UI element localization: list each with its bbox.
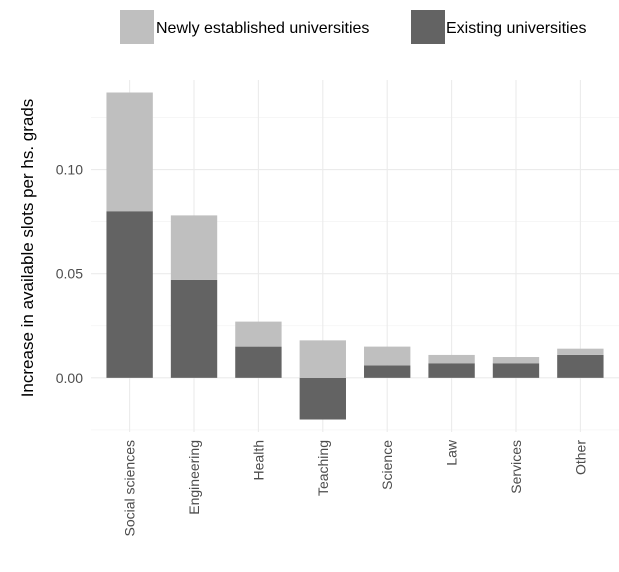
bar-segment: [428, 363, 475, 378]
legend-label: Newly established universities: [156, 20, 369, 37]
legend-swatch: [120, 10, 154, 44]
x-tick-label: Social sciences: [122, 440, 138, 537]
bar-segment: [492, 357, 540, 364]
x-tick-label: Teaching: [315, 440, 331, 496]
bar-segment: [235, 346, 282, 378]
x-tick-label: Services: [508, 440, 524, 494]
x-tick-label: Engineering: [186, 440, 202, 515]
bar-segment: [106, 92, 153, 212]
x-tick-label: Health: [250, 440, 266, 480]
y-tick-label: 0.10: [56, 162, 83, 178]
bar-segment: [557, 348, 604, 355]
bar-segment: [106, 211, 153, 378]
x-axis-ticks: Social sciences Engineering Health Teaching…: [122, 439, 589, 536]
y-tick-label: 0.00: [56, 370, 83, 386]
bar-segment: [235, 321, 282, 347]
legend-swatch: [411, 10, 445, 44]
grid-lines: [91, 80, 619, 432]
bar-segment: [170, 215, 218, 280]
y-axis-ticks: 0.00 0.05 0.10: [56, 162, 83, 386]
bar-segment: [492, 363, 540, 378]
bar-segment: [299, 377, 346, 420]
y-axis-title: Increase in available slots per hs. grad…: [18, 99, 37, 398]
bars: [106, 92, 604, 420]
x-tick-label: Science: [379, 440, 395, 490]
bar-segment: [364, 365, 411, 378]
x-tick-label: Other: [572, 440, 588, 475]
bar-segment: [428, 354, 475, 364]
bar-segment: [364, 346, 411, 366]
bar-segment: [170, 279, 218, 378]
legend: Newly established universities Existing u…: [120, 10, 587, 44]
legend-label: Existing universities: [446, 20, 587, 37]
x-tick-label: Law: [444, 439, 460, 466]
bar-segment: [299, 340, 346, 378]
y-tick-label: 0.05: [56, 266, 83, 282]
bar-segment: [557, 354, 604, 378]
